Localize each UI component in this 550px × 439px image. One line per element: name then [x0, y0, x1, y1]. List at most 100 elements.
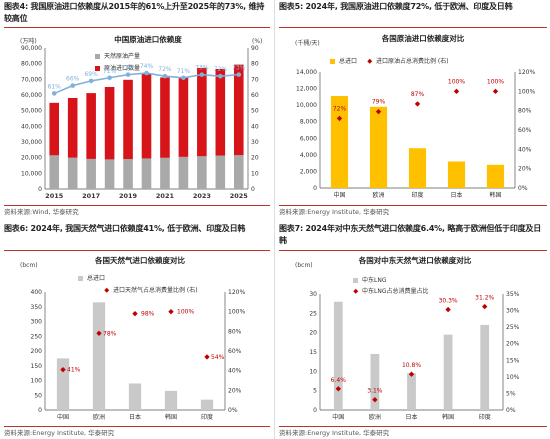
data-label: 98%	[141, 311, 155, 318]
bar	[330, 96, 349, 188]
legend-swatch	[95, 54, 100, 59]
data-label: 100%	[448, 78, 465, 85]
x-tick-label: 2019	[119, 192, 138, 200]
bar	[480, 324, 490, 410]
bar	[215, 155, 226, 189]
x-tick-label: 2017	[82, 192, 100, 200]
right-tick-label: 120%	[228, 289, 245, 296]
left-tick-label: 20	[309, 330, 317, 337]
source-rule	[279, 426, 547, 427]
right-tick-label: 40	[251, 123, 259, 130]
data-label: 72%	[158, 66, 172, 73]
chart-title: 各国天然气进口依赖度对比	[94, 255, 185, 265]
bar	[160, 77, 170, 158]
left-tick-label: 5	[313, 388, 317, 395]
legend-label: 总进口	[87, 274, 105, 282]
bar	[333, 301, 343, 410]
chart-title: 各国对中东天然气进口依赖度对比	[358, 255, 472, 265]
left-tick-label: 50	[34, 392, 42, 399]
left-tick-label: 0	[38, 186, 42, 193]
bar	[67, 97, 78, 158]
figure-7-panel: 图表7: 2024年对中东天然气进口依赖度6.4%, 略高于欧洲但低于印度及日韩…	[275, 219, 550, 439]
legend-swatch	[353, 278, 358, 283]
data-label: 100%	[177, 309, 194, 316]
figure-title: 图表4: 我国原油进口依赖度从2015年的61%上升至2025年的73%, 维持…	[4, 2, 265, 23]
left-tick-label: 70,000	[21, 76, 42, 83]
x-tick-label: 日本	[129, 413, 141, 421]
data-label: 30.3%	[439, 298, 458, 305]
right-tick-label: 0%	[518, 185, 528, 192]
x-tick-label: 韩国	[442, 413, 454, 421]
data-label: 79%	[372, 99, 386, 106]
bar	[233, 155, 244, 189]
crude-by-country-chart: 各国原油进口依赖度对比 (千桶/天) 0 2,000 4,000 6,000 8,000 10…	[295, 33, 535, 199]
marker-point	[492, 88, 499, 95]
right-tick-label: 100%	[228, 309, 245, 316]
left-tick-label: 80,000	[21, 61, 42, 68]
data-label: 87%	[411, 91, 425, 98]
figure-6-panel: 图表6: 2024年, 我国天然气进口依赖度41%, 低于欧洲、印度及日韩 各国…	[0, 219, 275, 439]
chart-title: 各国原油进口依赖度对比	[381, 33, 465, 43]
x-tick-label: 韩国	[165, 413, 177, 421]
source-note: 资料来源:Energy Institute, 华泰研究	[4, 429, 115, 437]
line-point	[107, 75, 112, 81]
line-point	[218, 73, 223, 79]
bar	[215, 68, 226, 156]
bar	[197, 67, 207, 157]
left-axis-unit: (bcm)	[295, 262, 313, 269]
data-label: 66%	[66, 76, 80, 83]
line-point	[236, 72, 242, 77]
x-tick-label: 中国	[57, 413, 69, 421]
bar	[369, 106, 388, 188]
right-tick-label: 30	[251, 139, 259, 146]
bar	[104, 87, 115, 160]
right-tick-label: 0	[251, 186, 255, 193]
right-tick-label: 10%	[506, 374, 520, 381]
data-label: 73%	[232, 65, 246, 72]
left-tick-label: 2,000	[300, 168, 317, 175]
right-tick-label: 70	[251, 76, 259, 83]
legend-swatch	[353, 288, 359, 294]
left-tick-label: 0	[313, 407, 317, 414]
right-tick-label: 20%	[506, 341, 520, 348]
left-tick-label: 30	[309, 291, 317, 298]
figure-title-rule	[4, 250, 270, 251]
line-point	[181, 75, 186, 81]
bar	[128, 383, 142, 410]
left-tick-label: 400	[31, 289, 43, 296]
left-tick-label: 15	[309, 349, 317, 356]
data-label: 31.2%	[475, 295, 494, 302]
right-tick-label: 10	[251, 170, 259, 177]
left-tick-label: 10,000	[296, 102, 317, 109]
bar	[86, 93, 96, 159]
data-label: 71%	[177, 68, 191, 75]
right-tick-label: 60%	[228, 348, 242, 355]
bar	[123, 79, 133, 160]
legend-label: 进口原油占总消费比例 (右)	[376, 57, 449, 65]
x-tick-label: 印度	[479, 413, 491, 421]
bar	[141, 158, 152, 189]
legend-swatch	[330, 59, 335, 64]
left-axis-unit: (万吨)	[20, 37, 37, 45]
right-tick-label: 80%	[518, 108, 532, 115]
right-axis-unit: (%)	[252, 38, 262, 45]
left-tick-label: 60,000	[21, 92, 42, 99]
left-tick-label: 300	[31, 319, 43, 326]
data-label: 73%	[195, 65, 209, 72]
left-tick-label: 10,000	[21, 170, 42, 177]
data-label: 61%	[48, 83, 62, 90]
x-tick-label: 2015	[45, 192, 64, 200]
figure-4-panel: 图表4: 我国原油进口依赖度从2015年的61%上升至2025年的73%, 维持…	[0, 0, 275, 216]
x-tick-label: 2023	[193, 192, 211, 200]
legend-label: 中东LNG	[362, 276, 387, 284]
bar	[160, 157, 170, 189]
left-axis-unit: (千桶/天)	[295, 39, 320, 47]
right-tick-label: 30%	[506, 308, 520, 315]
left-tick-label: 14,000	[296, 69, 317, 76]
left-tick-label: 12,000	[296, 86, 317, 93]
line-point	[88, 78, 94, 84]
data-label: 41%	[67, 367, 81, 374]
legend-swatch	[78, 276, 83, 281]
middle-east-gas-chart: 各国对中东天然气进口依赖度对比 (bcm) 0 5 10 15 20 25 30 0% 5% 10% 1…	[295, 255, 520, 421]
data-label: 3.1%	[367, 388, 383, 395]
